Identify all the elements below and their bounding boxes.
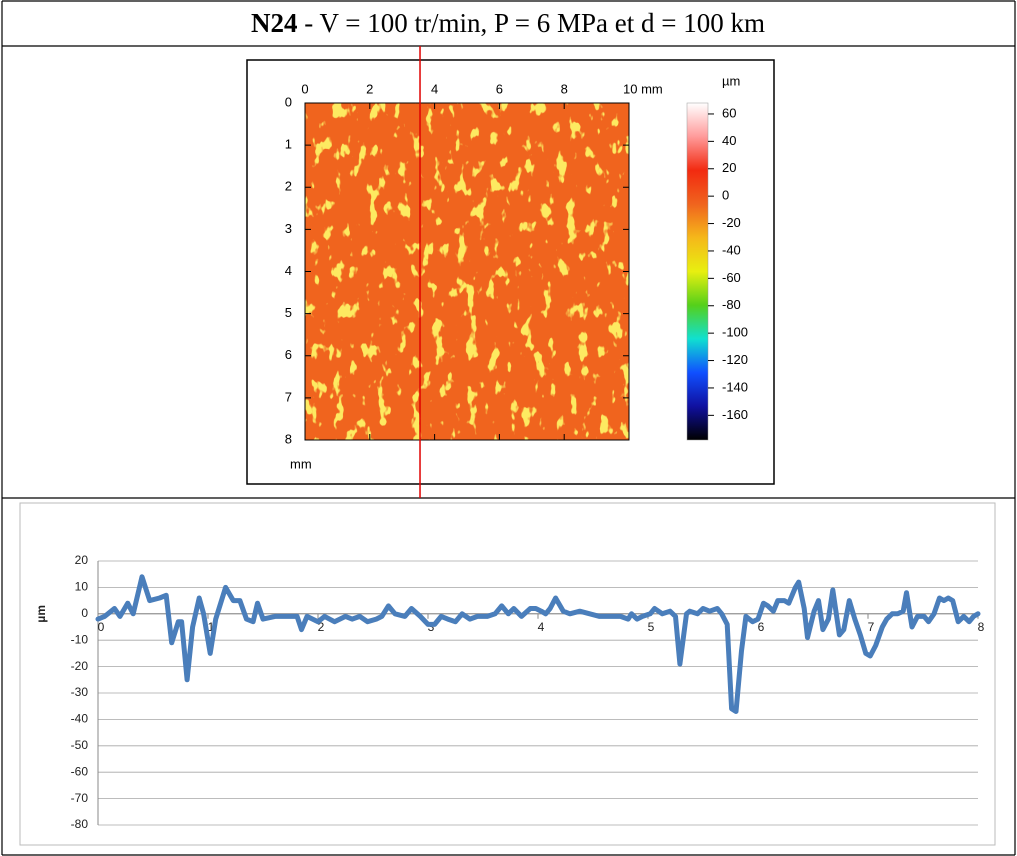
y-tick-label: -50 — [71, 738, 89, 752]
y-axis-label: mm — [290, 456, 312, 471]
y-tick-label: 20 — [75, 553, 89, 567]
y-tick-label: 8 — [285, 431, 292, 446]
surface-map: 0 2 4 6 8 10 mm 0 1 2 3 4 5 6 7 8 mm 60 40 20 0 -20 -40 -60 -80… — [285, 73, 748, 471]
y-axis-label: µm — [34, 605, 48, 623]
y-tick-label: 4 — [285, 263, 292, 278]
x-tick-label: 0 — [301, 81, 308, 96]
x-tick-label: 8 — [561, 81, 568, 96]
x-tick-label: 0 — [98, 620, 105, 634]
colorbar-tick-label: -60 — [722, 270, 741, 285]
x-tick-label: 4 — [431, 81, 438, 96]
y-tick-label: -30 — [71, 685, 89, 699]
colorbar-tick-label: 20 — [722, 160, 736, 175]
figure-title: N24 - V = 100 tr/min, P = 6 MPa et d = 1… — [251, 8, 765, 38]
colorbar-label: µm — [722, 73, 740, 88]
colorbar-tick-label: -120 — [722, 352, 748, 367]
colorbar-tick-label: -80 — [722, 297, 741, 312]
y-tick-label: 6 — [285, 347, 292, 362]
colorbar-tick-label: -20 — [722, 215, 741, 230]
y-tick-label: 0 — [81, 606, 88, 620]
colorbar — [686, 102, 709, 441]
y-tick-label: 7 — [285, 389, 292, 404]
colorbar-tick-label: 60 — [722, 105, 736, 120]
y-tick-label: -70 — [71, 791, 89, 805]
y-tick-label: -10 — [71, 632, 89, 646]
y-tick-label: 5 — [285, 305, 292, 320]
colorbar-tick-label: 0 — [722, 188, 729, 203]
y-tick-label: 2 — [285, 179, 292, 194]
x-tick-label: 2 — [318, 620, 325, 634]
y-tick-label: -20 — [71, 659, 89, 673]
x-tick-label: 1 — [208, 620, 215, 634]
colorbar-tick-label: 40 — [722, 133, 736, 148]
x-tick-label: 8 — [978, 620, 985, 634]
colorbar-tick-label: -140 — [722, 379, 748, 394]
y-tick-label: -40 — [71, 712, 89, 726]
profile-chart: 20 10 0 -10 -20 -30 -40 -50 -60 -70 -80 0 1 2 3 4 5 6 7 8 µm — [34, 553, 984, 831]
y-tick-label: 10 — [75, 580, 89, 594]
x-tick-label: 6 — [496, 81, 503, 96]
y-tick-label: -80 — [71, 817, 89, 831]
surface-texture — [305, 103, 629, 440]
x-tick-label: 7 — [868, 620, 875, 634]
x-tick-label: 2 — [366, 81, 373, 96]
x-tick-label: 3 — [428, 620, 435, 634]
y-tick-label: 0 — [285, 94, 292, 109]
y-tick-label: 1 — [285, 137, 292, 152]
title-conditions: - V = 100 tr/min, P = 6 MPa et d = 100 k… — [304, 8, 765, 38]
colorbar-tick-label: -160 — [722, 407, 748, 422]
colorbar-tick-label: -40 — [722, 242, 741, 257]
y-tick-label: 3 — [285, 221, 292, 236]
title-id: N24 — [251, 8, 298, 38]
profile-frame — [19, 502, 996, 846]
x-tick-label: 6 — [758, 620, 765, 634]
x-tick-label: 10 mm — [623, 81, 663, 96]
y-tick-label: -60 — [71, 764, 89, 778]
profile-line — [95, 574, 981, 714]
x-tick-label: 5 — [648, 620, 655, 634]
colorbar-tick-label: -100 — [722, 325, 748, 340]
x-tick-label: 4 — [538, 620, 545, 634]
